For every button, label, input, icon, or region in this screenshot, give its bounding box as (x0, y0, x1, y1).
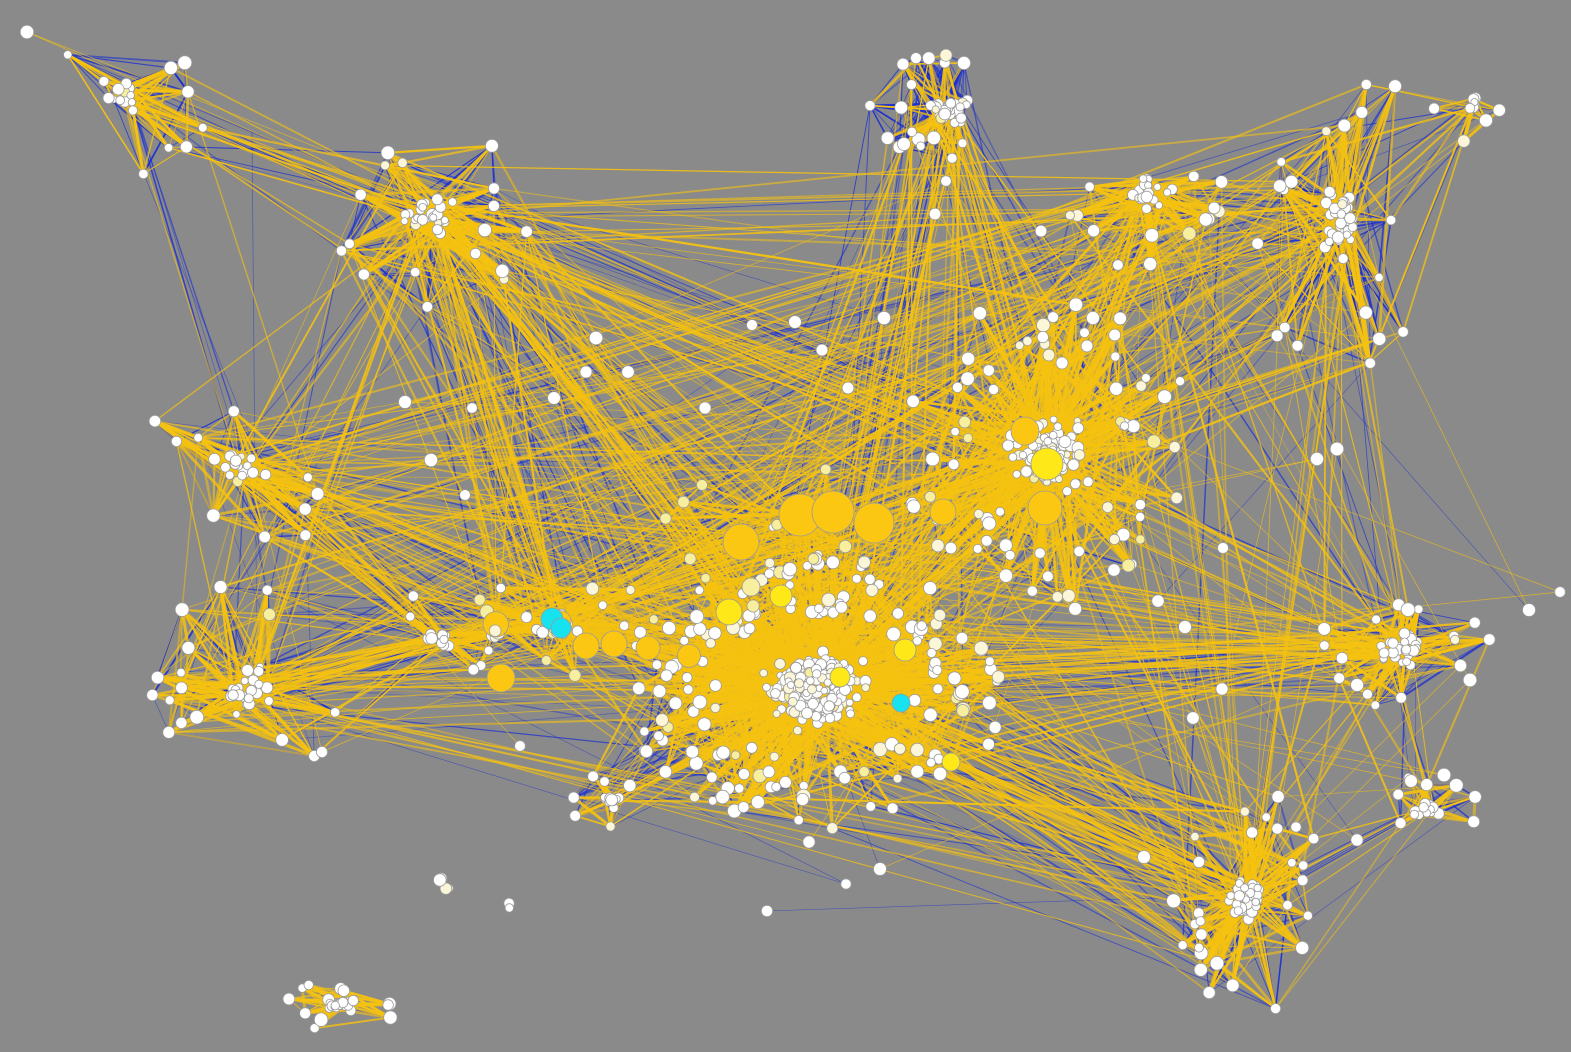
graph-canvas[interactable] (0, 0, 1571, 1052)
graph-background (0, 0, 1571, 1052)
network-graph[interactable] (0, 0, 1571, 1052)
